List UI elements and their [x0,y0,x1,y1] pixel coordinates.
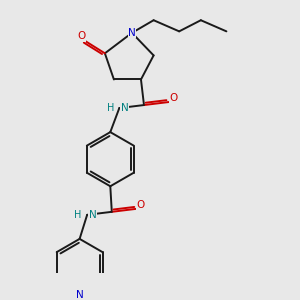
Text: O: O [137,200,145,210]
Text: H: H [74,210,82,220]
Text: O: O [78,31,86,41]
Text: O: O [169,93,177,103]
Text: N: N [121,103,129,113]
Text: N: N [88,210,96,220]
Text: N: N [76,290,83,300]
Text: N: N [128,28,136,38]
Text: H: H [106,103,114,113]
